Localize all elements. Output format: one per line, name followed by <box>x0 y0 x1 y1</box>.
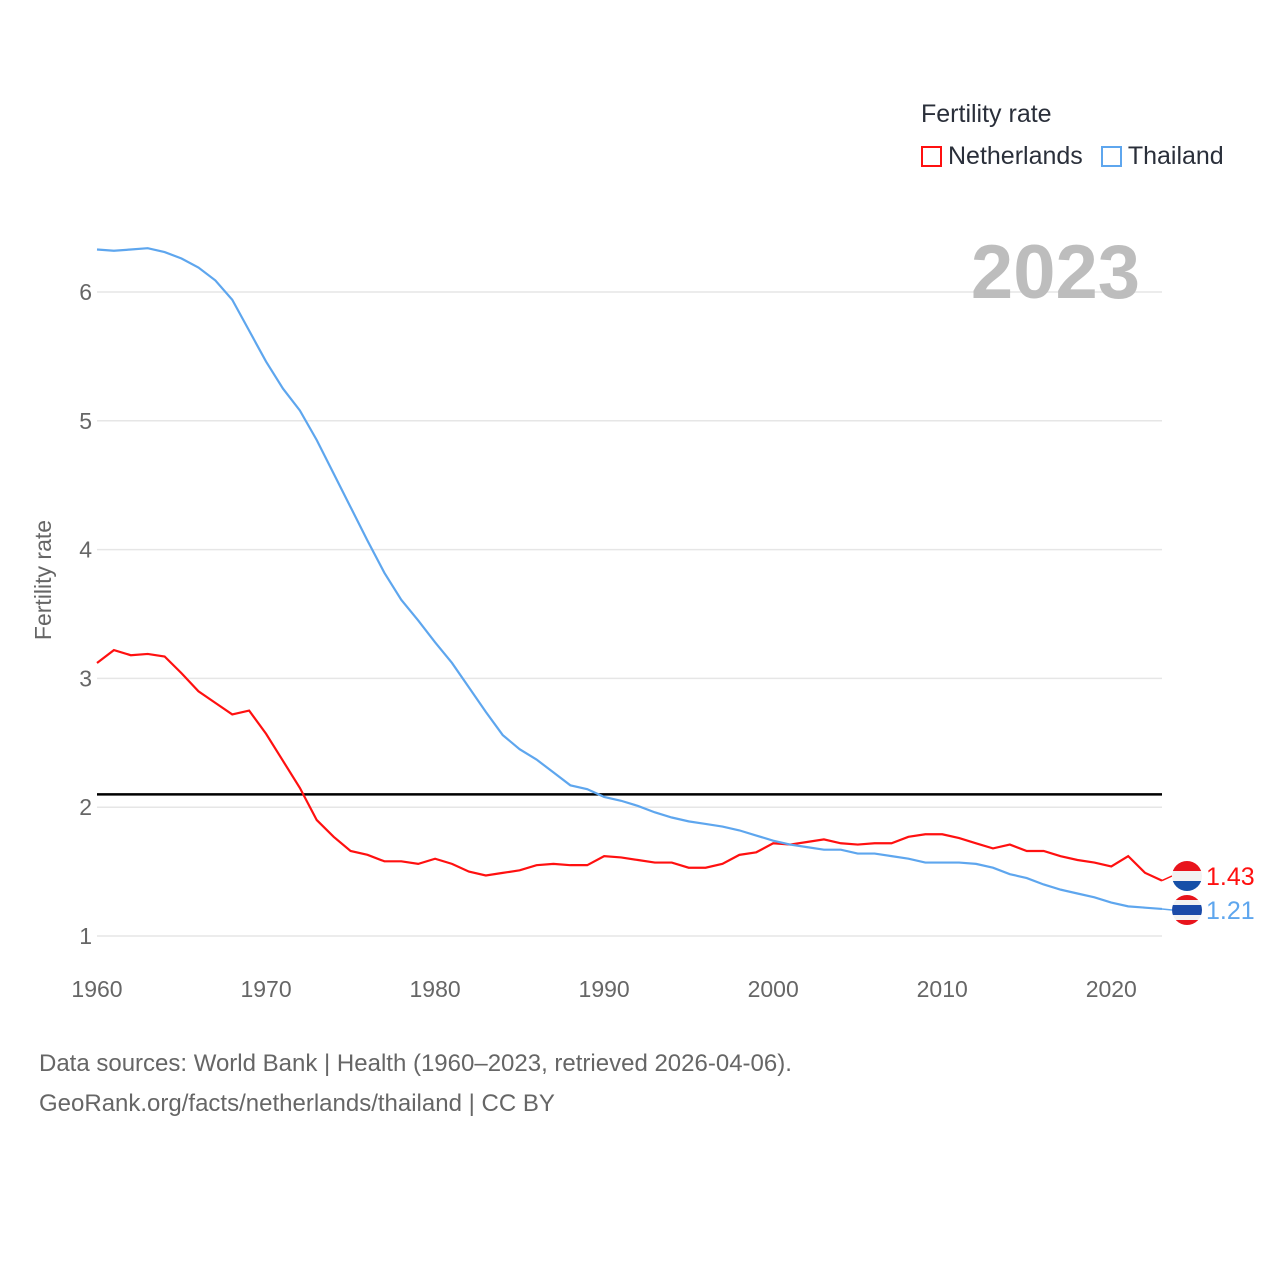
x-tick-label: 1960 <box>71 976 122 1002</box>
y-tick-label: 5 <box>79 408 92 434</box>
legend-label: Thailand <box>1127 142 1224 170</box>
x-tick-label: 2020 <box>1086 976 1137 1002</box>
end-connector <box>1161 875 1173 882</box>
year-label: 2023 <box>971 230 1140 315</box>
x-tick-label: 2010 <box>917 976 968 1002</box>
legend-swatch-thailand <box>1100 146 1122 167</box>
x-tick-label: 1990 <box>579 976 630 1002</box>
end-value-label: 1.21 <box>1206 897 1255 925</box>
thailand-flag-icon <box>1172 895 1202 925</box>
y-tick-label: 2 <box>79 794 92 820</box>
footer: Data sources: World Bank | Health (1960–… <box>39 1044 792 1124</box>
series-line-netherlands <box>96 648 1163 882</box>
legend-item-netherlands[interactable]: Netherlands <box>921 142 1083 171</box>
y-tick-label: 4 <box>79 537 92 563</box>
y-tick-label: 3 <box>79 665 92 691</box>
attribution-link[interactable]: GeoRank.org/facts/netherlands/thailand |… <box>39 1090 555 1117</box>
legend-label: Netherlands <box>948 142 1083 170</box>
y-axis-label: Fertility rate <box>30 520 56 640</box>
y-tick-label: 1 <box>79 923 92 949</box>
netherlands-flag-icon <box>1172 861 1202 891</box>
data-source-text: Data sources: World Bank | Health (1960–… <box>39 1050 792 1077</box>
x-tick-label: 1980 <box>410 976 461 1002</box>
legend: Netherlands Thailand <box>921 142 1224 171</box>
y-tick-label: 6 <box>79 279 92 305</box>
legend-title: Fertility rate <box>921 100 1052 128</box>
legend-swatch-netherlands <box>921 146 942 167</box>
x-tick-label: 2000 <box>748 976 799 1002</box>
end-value-label: 1.43 <box>1206 863 1255 891</box>
x-tick-label: 1970 <box>240 976 291 1002</box>
end-connector <box>1161 908 1173 911</box>
series-line-thailand <box>96 247 1163 911</box>
legend-item-thailand[interactable]: Thailand <box>1100 142 1224 171</box>
